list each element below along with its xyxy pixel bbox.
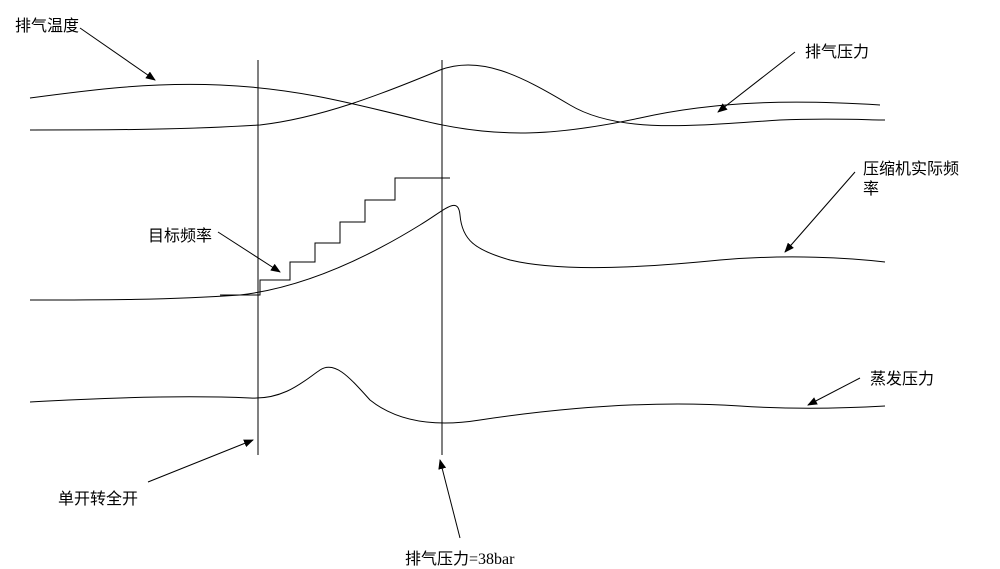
arrow-exhaust-38 <box>440 460 460 538</box>
curve-actual-freq <box>30 205 885 300</box>
curve-exhaust-temp <box>30 84 880 133</box>
curve-evap-pressure <box>30 367 885 423</box>
arrow-single-full <box>148 440 253 482</box>
arrow-compressor-freq <box>785 172 855 252</box>
diagram-canvas <box>0 0 1000 563</box>
arrow-exhaust-temp <box>80 28 155 80</box>
label-exhaust-pressure: 排气压力 <box>805 38 869 62</box>
label-compressor-freq-2: 率 <box>863 175 879 199</box>
label-single-to-full: 单开转全开 <box>58 485 138 509</box>
arrow-target-freq <box>218 232 280 272</box>
arrow-evap-pressure <box>808 378 860 405</box>
label-target-freq: 目标频率 <box>148 222 212 246</box>
label-evap-pressure: 蒸发压力 <box>870 365 934 389</box>
label-exhaust-38bar: 排气压力=38bar <box>405 545 514 569</box>
label-exhaust-temp: 排气温度 <box>15 12 79 36</box>
curve-target-freq-steps <box>220 178 450 295</box>
curve-exhaust-pressure <box>30 65 885 130</box>
